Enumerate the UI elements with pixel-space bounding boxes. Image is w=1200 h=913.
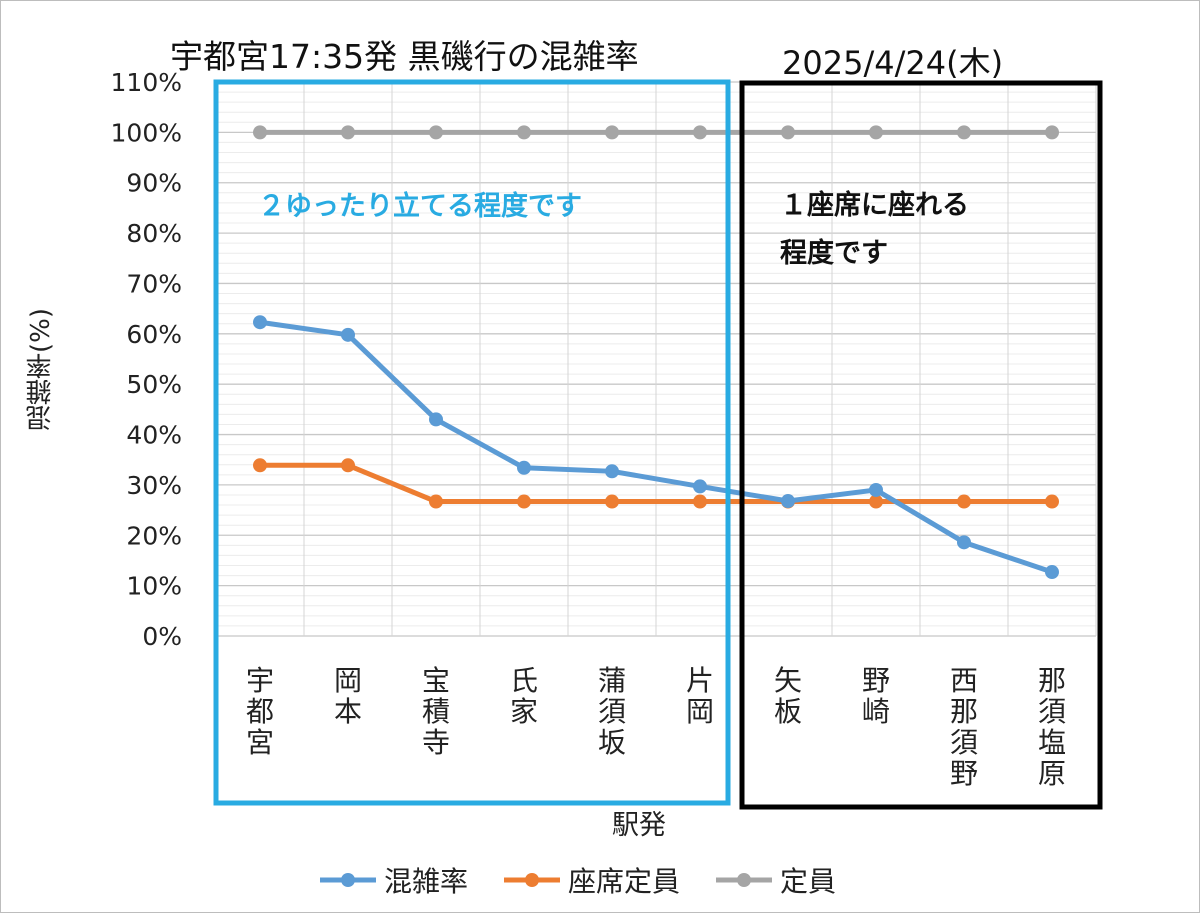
right-annotation-box: [739, 80, 1103, 810]
annotation-seating: １座席に座れる 程度です: [780, 182, 1030, 278]
data-point-2-6: [781, 125, 795, 140]
left-annotation-box: [213, 79, 731, 806]
legend: 混雑率 座席定員 定員: [318, 858, 918, 902]
data-point-1-2: [429, 494, 443, 509]
annotation-seating-line2: 程度です: [780, 238, 888, 269]
legend-swatch-2: [716, 873, 773, 887]
legend-label-1: 座席定員: [568, 865, 681, 898]
x-tick-label: 宇都宮: [246, 664, 274, 759]
data-point-2-8: [957, 125, 971, 140]
data-point-0-7: [869, 482, 883, 497]
data-point-1-3: [517, 494, 531, 509]
chart-date: 2025/4/24(木): [782, 44, 1004, 82]
y-tick-label: 10%: [126, 572, 182, 601]
y-axis-ticks: 0% 10% 20% 30% 40% 50% 60% 70% 80% 90% 100% 110%: [111, 68, 182, 651]
data-point-0-9: [1045, 565, 1059, 580]
x-tick-label: 蒲須坂: [598, 664, 626, 759]
x-tick-label: 西那須野: [950, 664, 978, 790]
legend-swatch-0: [320, 873, 376, 887]
y-tick-label: 60%: [126, 320, 182, 349]
y-axis-label: 混雑率(%): [26, 308, 56, 432]
data-point-0-6: [781, 494, 795, 509]
data-point-0-8: [957, 535, 971, 550]
series-layer: [253, 125, 1059, 580]
y-tick-label: 110%: [111, 68, 182, 97]
x-tick-label: 那須塩原: [1038, 664, 1066, 790]
y-tick-label: 40%: [126, 421, 182, 450]
x-tick-label: 片岡: [686, 664, 714, 728]
data-point-1-8: [957, 494, 971, 509]
y-tick-label: 50%: [126, 370, 182, 399]
data-point-1-1: [341, 458, 355, 473]
data-point-1-5: [693, 494, 707, 509]
y-tick-label: 80%: [126, 219, 182, 248]
x-axis-label: 駅発: [612, 810, 666, 841]
data-point-2-2: [429, 125, 443, 140]
data-point-1-4: [605, 494, 619, 509]
y-tick-label: 100%: [111, 118, 182, 147]
legend-item-2: 定員: [714, 860, 836, 900]
annotation-seating-line1: １座席に座れる: [780, 190, 969, 221]
data-point-2-7: [869, 125, 883, 140]
data-point-0-2: [429, 412, 443, 427]
chart-title: 宇都宮17:35発 黒磯行の混雑率: [170, 37, 639, 76]
x-tick-label: 野崎: [862, 664, 890, 728]
legend-item-1: 座席定員: [502, 860, 680, 900]
data-point-2-1: [341, 125, 355, 140]
y-tick-label: 20%: [126, 521, 182, 550]
y-tick-label: 90%: [126, 169, 182, 198]
data-point-2-5: [693, 125, 707, 140]
data-point-0-3: [517, 460, 531, 475]
data-point-0-4: [605, 464, 619, 479]
data-point-2-3: [517, 125, 531, 140]
data-point-0-5: [693, 479, 707, 494]
x-tick-label: 氏家: [510, 664, 538, 728]
x-tick-label: 宝積寺: [422, 664, 450, 759]
legend-label-2: 定員: [780, 865, 837, 898]
data-point-0-0: [253, 315, 267, 330]
data-point-2-9: [1045, 125, 1059, 140]
legend-swatch-1: [504, 873, 561, 887]
data-point-0-1: [341, 327, 355, 342]
data-point-1-7: [869, 494, 883, 509]
annotation-standing-comfort: ２ゆったり立てる程度です: [258, 191, 582, 222]
data-point-2-0: [253, 125, 267, 140]
y-tick-label: 0%: [142, 622, 182, 651]
series-line-0: [259, 319, 1053, 575]
y-tick-label: 30%: [126, 471, 182, 500]
x-tick-label: 岡本: [334, 664, 362, 728]
legend-item-0: 混雑率: [318, 860, 468, 900]
data-point-1-9: [1045, 494, 1059, 509]
y-tick-label: 70%: [126, 269, 182, 298]
data-point-2-4: [605, 125, 619, 140]
grid-lines: [215, 81, 1097, 637]
series-line-1: [260, 462, 1052, 505]
data-point-1-0: [253, 458, 267, 473]
x-tick-label: 矢板: [774, 664, 802, 728]
legend-label-0: 混雑率: [384, 865, 469, 898]
